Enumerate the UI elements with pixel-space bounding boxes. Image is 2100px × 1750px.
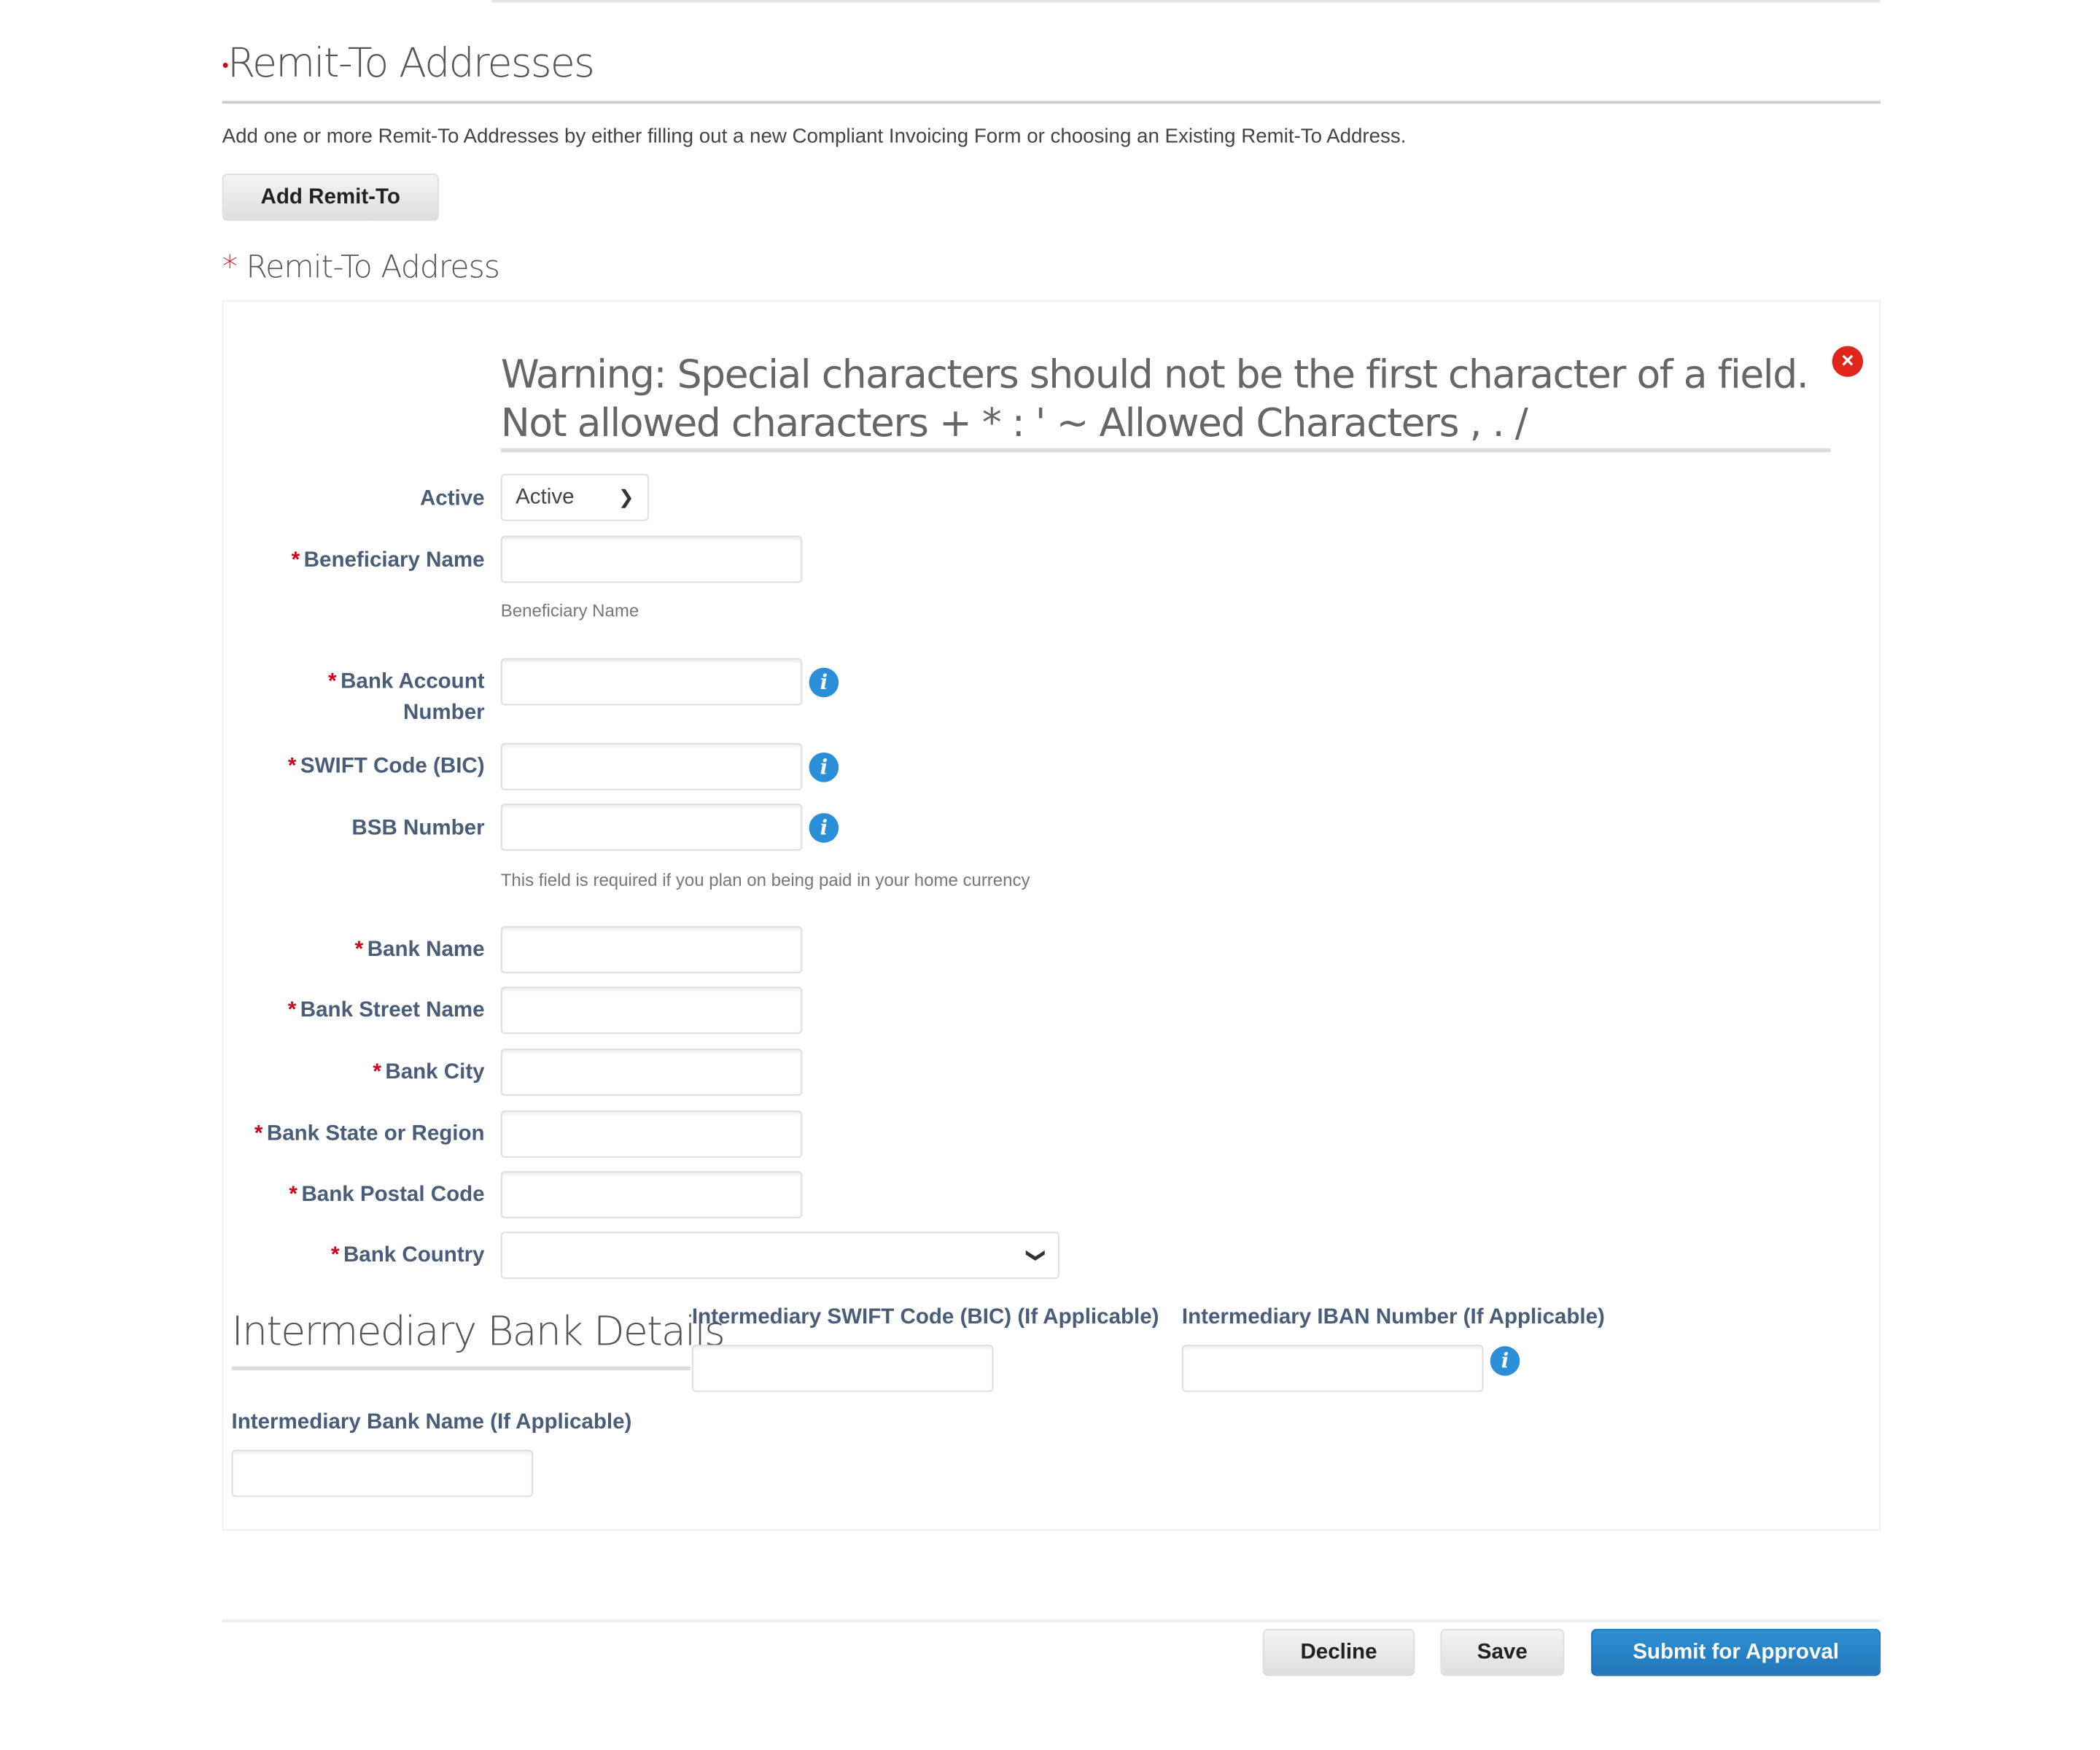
label-text: Bank Street Name [300, 998, 485, 1022]
label-text: Bank Name [367, 938, 485, 962]
bsb-number-input[interactable] [500, 804, 803, 851]
save-button[interactable]: Save [1440, 1628, 1565, 1676]
address-title: * Remit-To Address [222, 250, 500, 286]
bank-country-select[interactable]: ❯ [500, 1232, 1059, 1279]
top-divider [491, 0, 1881, 3]
bank-state-label: * Bank State or Region [254, 1119, 485, 1149]
section-title-text: Remit-To Addresses [227, 40, 595, 88]
swift-code-input[interactable] [500, 743, 803, 790]
intermediary-bank-name-label: Intermediary Bank Name (If Applicable) [231, 1410, 632, 1434]
required-mark: * [330, 1243, 340, 1267]
bank-name-label: * Bank Name [355, 934, 485, 965]
beneficiary-name-help: Beneficiary Name [500, 600, 639, 621]
required-mark: * [328, 670, 337, 693]
active-select-value: Active [516, 485, 575, 508]
required-mark: * [287, 755, 297, 779]
label-text: Bank City [385, 1060, 485, 1084]
bsb-number-label: BSB Number [351, 817, 485, 840]
required-mark: * [254, 1122, 263, 1146]
bank-account-number-input[interactable] [500, 658, 803, 706]
label-text: Bank Account Number [341, 670, 485, 725]
chevron-down-icon: ❯ [618, 486, 634, 508]
label-text: Bank Postal Code [301, 1183, 485, 1207]
beneficiary-name-input[interactable] [500, 535, 803, 583]
bank-country-label: * Bank Country [331, 1240, 485, 1270]
intermediary-iban-input[interactable] [1181, 1345, 1484, 1392]
required-dot: • [222, 55, 229, 77]
section-description: Add one or more Remit-To Addresses by ei… [222, 125, 1407, 149]
intermediary-swift-input[interactable] [691, 1345, 994, 1392]
decline-button[interactable]: Decline [1262, 1628, 1415, 1676]
bank-city-label: * Bank City [373, 1057, 484, 1087]
section-title: •Remit-To Addresses [222, 40, 595, 88]
label-text: SWIFT Code (BIC) [300, 755, 485, 779]
required-mark: * [373, 1060, 381, 1084]
swift-code-label: * SWIFT Code (BIC) [288, 751, 485, 782]
intermediary-bank-name-input[interactable] [231, 1450, 534, 1497]
required-mark: * [354, 938, 364, 962]
bank-state-input[interactable] [500, 1111, 803, 1158]
beneficiary-name-label: * Beneficiary Name [292, 545, 485, 576]
bank-postal-code-label: * Bank Postal Code [289, 1179, 484, 1210]
close-warning-icon[interactable]: × [1832, 346, 1864, 377]
bank-account-number-label: * Bank Account Number [296, 666, 485, 728]
submit-for-approval-button[interactable]: Submit for Approval [1591, 1628, 1881, 1676]
intermediary-iban-label: Intermediary IBAN Number (If Applicable) [1181, 1305, 1605, 1329]
label-text: Bank Country [343, 1243, 485, 1267]
active-select[interactable]: Active ❯ [500, 473, 649, 521]
chevron-down-icon: ❯ [1026, 1247, 1049, 1264]
required-mark: * [291, 549, 300, 572]
label-text: Beneficiary Name [303, 549, 485, 572]
address-form-panel [222, 300, 1881, 1531]
intermediary-swift-label: Intermediary SWIFT Code (BIC) (If Applic… [691, 1305, 1159, 1329]
bank-name-input[interactable] [500, 926, 803, 973]
section-divider [222, 101, 1881, 104]
required-mark: * [287, 998, 297, 1022]
info-icon[interactable]: i [1490, 1346, 1520, 1376]
intermediary-title: Intermediary Bank Details [231, 1308, 726, 1356]
info-icon[interactable]: i [809, 752, 839, 782]
active-label: Active [419, 487, 485, 510]
bsb-number-help: This field is required if you plan on be… [500, 869, 1030, 890]
bank-postal-code-input[interactable] [500, 1171, 803, 1218]
bank-street-name-input[interactable] [500, 987, 803, 1034]
label-text: Bank State or Region [266, 1122, 485, 1146]
intermediary-divider [231, 1366, 691, 1371]
add-remit-to-button[interactable]: Add Remit-To [222, 174, 439, 221]
required-mark: * [222, 250, 238, 286]
warning-divider [500, 448, 1831, 453]
bank-street-name-label: * Bank Street Name [288, 995, 485, 1025]
info-icon[interactable]: i [809, 813, 839, 843]
bank-city-input[interactable] [500, 1049, 803, 1096]
required-mark: * [289, 1183, 298, 1207]
address-title-text: Remit-To Address [246, 250, 499, 286]
info-icon[interactable]: i [809, 667, 839, 698]
footer-divider [222, 1619, 1881, 1622]
warning-message: Warning: Special characters should not b… [500, 351, 1809, 446]
